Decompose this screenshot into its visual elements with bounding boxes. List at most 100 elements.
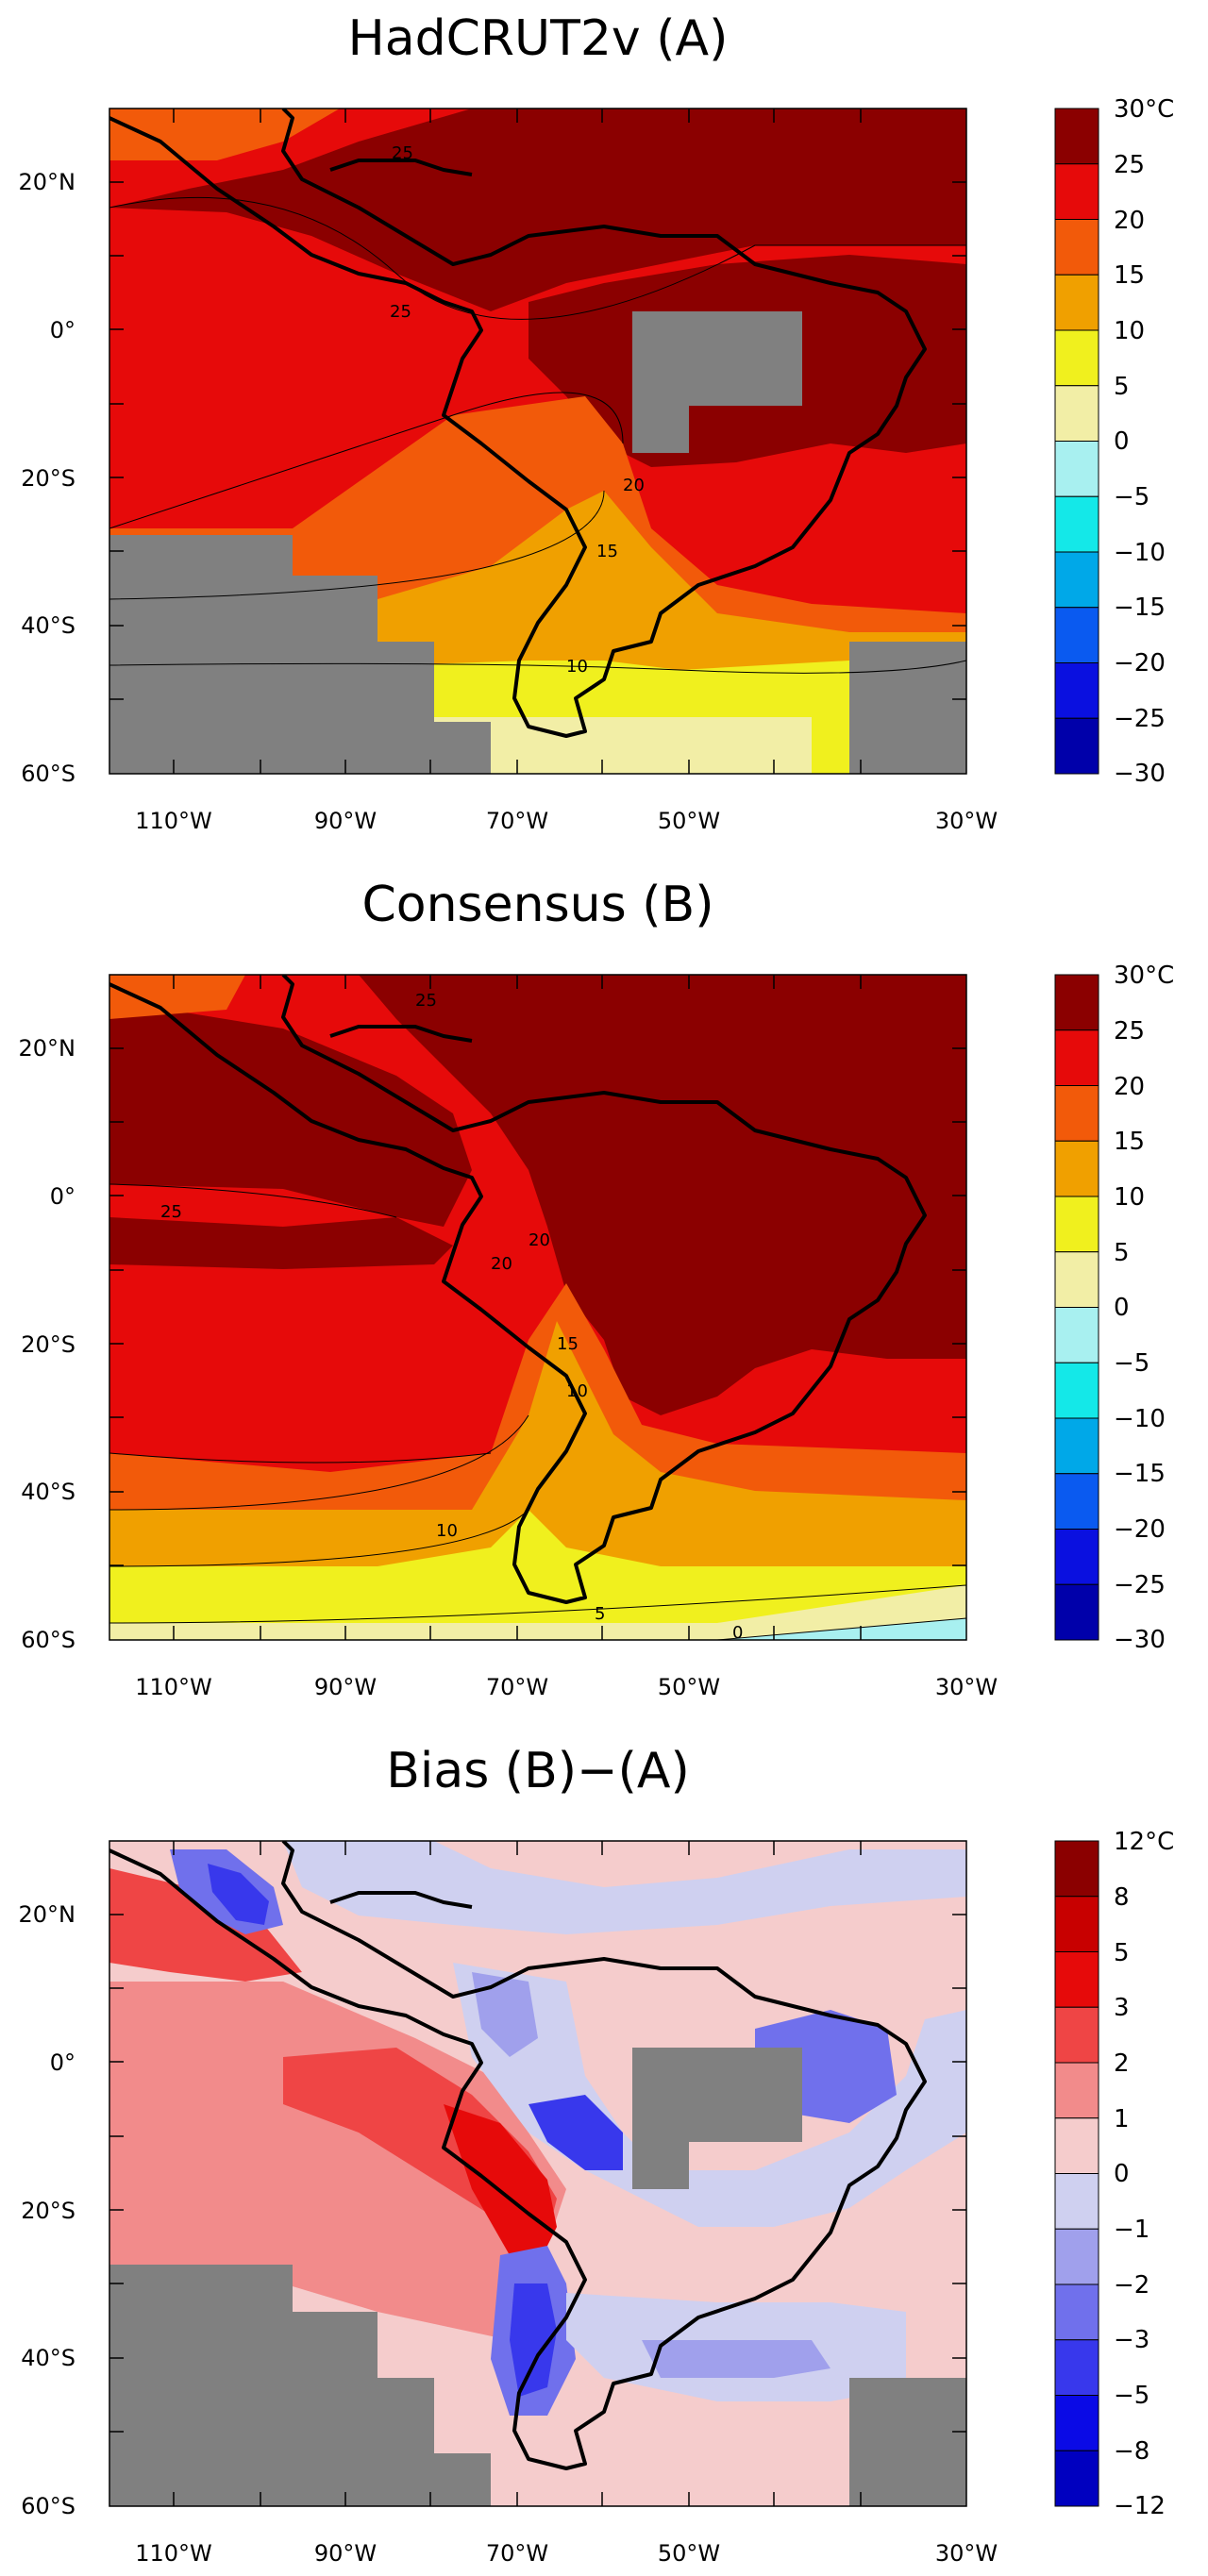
lon-label: 30°W — [935, 2540, 998, 2567]
colorbar-label: −5 — [1114, 483, 1149, 511]
colorbar-label: −10 — [1114, 1405, 1166, 1433]
field-band-10-15 — [109, 1321, 966, 1640]
lat-labels: 20°N 0° 20°S 40°S 60°S — [19, 169, 76, 787]
colorbar-label: −10 — [1114, 539, 1166, 567]
colorbar-label: 0 — [1114, 2160, 1130, 2188]
colorbar-labels: 30°C 25 20 15 10 5 0 −5 −10 −15 −20 −25 … — [1114, 962, 1174, 1654]
field-band-minus2-minus1-amazon — [472, 1972, 538, 2057]
colorbar-swatch — [1054, 495, 1099, 553]
field-band-25-30-amazon — [359, 975, 966, 1415]
coastline — [109, 1841, 927, 2470]
lat-label: 20°S — [21, 2198, 76, 2224]
colorbar: 12°C 8 5 3 2 1 0 −1 −2 −3 −5 −8 −12 — [1054, 1828, 1174, 2520]
colorbar-swatch — [1054, 1529, 1099, 1585]
colorbar-swatch — [1054, 219, 1099, 276]
colorbar-swatch — [1054, 2117, 1099, 2174]
colorbar-swatch — [1054, 662, 1099, 719]
contour-label: 5 — [595, 1604, 605, 1624]
lat-label: 40°S — [21, 2345, 76, 2371]
colorbar-label: 12°C — [1114, 1828, 1174, 1856]
colorbar-swatch — [1054, 1583, 1099, 1641]
panel-consensus: Consensus (B) — [19, 877, 1175, 1700]
colorbar-swatch — [1054, 551, 1099, 609]
colorbar-label: 0 — [1114, 427, 1130, 456]
contour-label: 10 — [436, 1521, 458, 1541]
colorbar-swatch — [1054, 2339, 1099, 2396]
field-band-15-20-nw — [109, 975, 245, 1019]
colorbar-swatch — [1054, 1417, 1099, 1475]
colorbar-swatch — [1054, 1085, 1099, 1142]
contour-label: 25 — [390, 302, 411, 322]
contour-label: 25 — [392, 143, 413, 163]
field-band-minus2-minus1-south — [642, 2340, 830, 2378]
lon-labels: 110°W 90°W 70°W 50°W 30°W — [135, 808, 998, 834]
colorbar-swatch — [1054, 274, 1099, 331]
colorbar-swatch — [1054, 1840, 1099, 1898]
field-band-1-2-west — [109, 1982, 566, 2340]
map-frame — [109, 1840, 967, 2507]
lon-label: 30°W — [935, 808, 998, 834]
field-band-25-30-north — [109, 1000, 472, 1227]
field-band-0-5 — [109, 1585, 966, 1640]
axis-ticks — [109, 975, 966, 1640]
colorbar-swatch — [1054, 2228, 1099, 2285]
lon-label: 50°W — [658, 1674, 720, 1700]
colorbar-swatch — [1054, 1951, 1099, 2008]
colorbar-swatch — [1054, 2173, 1099, 2230]
field-band-minus1-0-carib — [283, 1841, 966, 1934]
lat-label: 40°S — [21, 1479, 76, 1505]
lon-label: 70°W — [486, 808, 548, 834]
colorbar-swatch — [1054, 607, 1099, 663]
colorbar-label: 5 — [1114, 1939, 1130, 1967]
colorbar-label: 25 — [1114, 151, 1145, 179]
colorbar-swatch — [1054, 1307, 1099, 1363]
colorbar-label: 20 — [1114, 1073, 1145, 1101]
lon-label: 50°W — [658, 808, 720, 834]
lat-label: 0° — [50, 317, 76, 343]
lon-label: 110°W — [135, 1674, 212, 1700]
colorbar-swatch — [1054, 2062, 1099, 2119]
colorbar-labels: 12°C 8 5 3 2 1 0 −1 −2 −3 −5 −8 −12 — [1114, 1828, 1174, 2520]
colorbar-swatches — [1054, 108, 1099, 775]
map-area — [109, 1841, 966, 2506]
lat-label: 20°N — [19, 1035, 76, 1062]
colorbar-swatch — [1054, 2395, 1099, 2451]
colorbar-label: −3 — [1114, 2326, 1149, 2354]
colorbar-label: 15 — [1114, 1128, 1145, 1156]
field-band-3-5 — [444, 2104, 557, 2265]
lat-label: 20°S — [21, 1331, 76, 1358]
colorbar-swatch — [1054, 108, 1099, 165]
colorbar-swatch — [1054, 2450, 1099, 2507]
panel-hadcrut: HadCRUT2v (A) — [19, 10, 1175, 834]
contour-lines — [109, 1183, 966, 1640]
colorbar-label: −2 — [1114, 2271, 1149, 2300]
colorbar: 30°C 25 20 15 10 5 0 −5 −10 −15 −20 −25 … — [1054, 962, 1174, 1654]
field-band-2-3-north — [109, 1868, 302, 1982]
contour-label: 10 — [566, 657, 588, 677]
map-area: 25 25 20 20 15 10 10 5 0 — [109, 975, 966, 1643]
lon-labels: 110°W 90°W 70°W 50°W 30°W — [135, 2540, 998, 2567]
colorbar-label: 0 — [1114, 1294, 1130, 1322]
panel-title: Consensus (B) — [361, 877, 713, 933]
contour-lines — [109, 196, 966, 674]
colorbar-label: −12 — [1114, 2492, 1166, 2520]
colorbar-swatch — [1054, 2006, 1099, 2064]
lon-label: 70°W — [486, 2540, 548, 2567]
colorbar-swatch — [1054, 1896, 1099, 1952]
colorbar-swatch — [1054, 1362, 1099, 1419]
map-frame — [109, 108, 967, 775]
lon-label: 50°W — [658, 2540, 720, 2567]
lat-labels: 20°N 0° 20°S 40°S 60°S — [19, 1901, 76, 2519]
colorbar-swatch — [1054, 1251, 1099, 1308]
colorbar-label: 5 — [1114, 373, 1130, 401]
colorbar-labels: 30°C 25 20 15 10 5 0 −5 −10 −15 −20 −25 … — [1114, 95, 1174, 788]
contour-label: 0 — [732, 1623, 743, 1643]
colorbar-swatch — [1054, 717, 1099, 775]
lon-labels: 110°W 90°W 70°W 50°W 30°W — [135, 1674, 998, 1700]
lat-label: 60°S — [21, 1627, 76, 1653]
lat-label: 0° — [50, 2049, 76, 2076]
contour-label: 25 — [160, 1202, 182, 1222]
colorbar-swatches — [1054, 974, 1099, 1641]
lon-label: 30°W — [935, 1674, 998, 1700]
